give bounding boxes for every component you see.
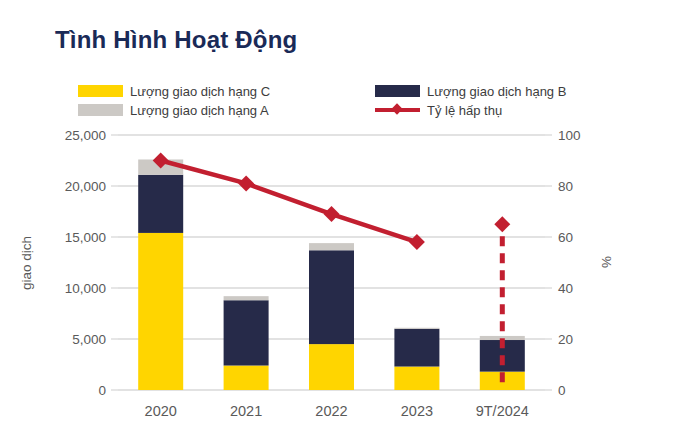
- right-axis-tick-label: 40: [558, 281, 573, 296]
- bar-segment: [309, 250, 354, 344]
- bar-segment: [138, 233, 183, 390]
- bar-segment: [224, 366, 269, 390]
- left-axis-tick-label: 10,000: [65, 281, 106, 296]
- x-axis-label: 2022: [315, 403, 347, 419]
- absorption-diamond-marker: [494, 216, 510, 232]
- bar-segment: [309, 344, 354, 390]
- left-axis-tick-label: 20,000: [65, 179, 106, 194]
- x-axis-label: 2021: [230, 403, 262, 419]
- bar-segment: [394, 328, 439, 329]
- right-axis-tick-label: 0: [558, 383, 566, 398]
- x-axis-label: 2020: [145, 403, 177, 419]
- activity-chart: 0 0 5,000 20 10,000 40 15,000 60 20,000 80 25,000 1…: [0, 0, 680, 433]
- left-axis-tick-label: 15,000: [65, 230, 106, 245]
- left-axis-tick-label: 5,000: [72, 332, 106, 347]
- absorption-diamond-marker: [324, 206, 340, 222]
- right-axis-tick-label: 20: [558, 332, 573, 347]
- right-axis-tick-label: 100: [558, 128, 581, 143]
- right-axis-tick-label: 80: [558, 179, 573, 194]
- absorption-line: [161, 161, 417, 243]
- bar-segment: [224, 300, 269, 365]
- right-axis-title: %: [599, 256, 614, 268]
- bar-segment: [309, 243, 354, 250]
- left-axis-tick-label: 25,000: [65, 128, 106, 143]
- left-axis-tick-label: 0: [98, 383, 106, 398]
- right-axis-tick-label: 60: [558, 230, 573, 245]
- left-axis-title: giao dịch: [19, 236, 34, 290]
- absorption-diamond-marker: [238, 175, 254, 191]
- bar-segment: [138, 175, 183, 233]
- report-page: Tình Hình Hoạt Động Lượng giao dịch hạng…: [0, 0, 680, 433]
- bar-segment: [394, 367, 439, 390]
- x-axis-label: 9T/2024: [476, 403, 529, 419]
- bar-segment: [394, 329, 439, 367]
- bar-segment: [224, 296, 269, 300]
- x-axis-label: 2023: [401, 403, 433, 419]
